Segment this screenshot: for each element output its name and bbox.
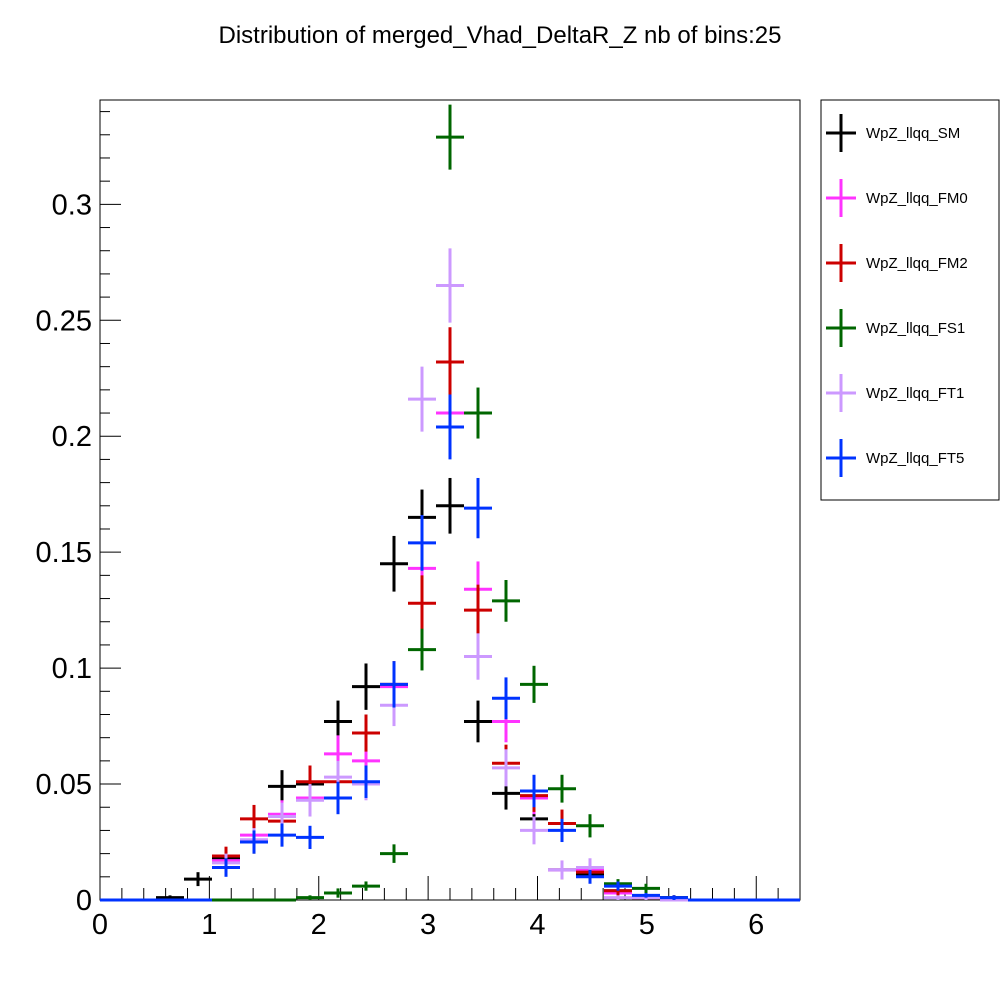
legend-label: WpZ_llqq_FM0 [866, 190, 968, 207]
legend-box [820, 99, 1000, 501]
legend-label: WpZ_llqq_FT1 [866, 385, 964, 402]
legend-entry: WpZ_llqq_FM0 [826, 179, 968, 217]
axes: 0 1 2 3 4 5 6 0 0.05 0.1 0.15 0.2 0.25 0.3 [36, 111, 779, 941]
x-tick-label: 5 [639, 909, 655, 941]
x-tick-label: 0 [92, 909, 108, 941]
legend-entry: WpZ_llqq_FT5 [826, 439, 964, 477]
x-tick-label: 3 [420, 909, 436, 941]
legend-entry: WpZ_llqq_SM [826, 114, 960, 152]
y-tick-label: 0.2 [52, 421, 92, 453]
x-tick-label: 1 [201, 909, 217, 941]
legend-entry: WpZ_llqq_FS1 [826, 309, 965, 347]
series-WpZ_llqq_FT5 [100, 394, 800, 902]
legend-label: WpZ_llqq_FM2 [866, 255, 968, 272]
x-tick-label: 4 [529, 909, 545, 941]
x-tick-label: 2 [311, 909, 327, 941]
series-WpZ_llqq_SM [100, 477, 800, 902]
y-tick-label: 0.15 [36, 537, 92, 569]
chart-title: Distribution of merged_Vhad_DeltaR_Z nb … [219, 22, 782, 49]
legend-label: WpZ_llqq_SM [866, 125, 960, 142]
legend-label: WpZ_llqq_FT5 [866, 450, 964, 467]
legend-entry: WpZ_llqq_FM2 [826, 244, 968, 282]
y-tick-label: 0.05 [36, 769, 92, 801]
y-tick-label: 0.3 [52, 189, 92, 221]
y-tick-label: 0 [76, 885, 92, 917]
legend: WpZ_llqq_SM WpZ_llqq_FM0 WpZ_llqq_FM2 WpZ_l… [820, 99, 1000, 501]
y-tick-label: 0.1 [52, 653, 92, 685]
legend-entry: WpZ_llqq_FT1 [826, 374, 964, 412]
legend-label: WpZ_llqq_FS1 [866, 320, 965, 337]
y-tick-label: 0.25 [36, 305, 92, 337]
x-tick-label: 6 [748, 909, 764, 941]
series-layer [100, 104, 800, 902]
